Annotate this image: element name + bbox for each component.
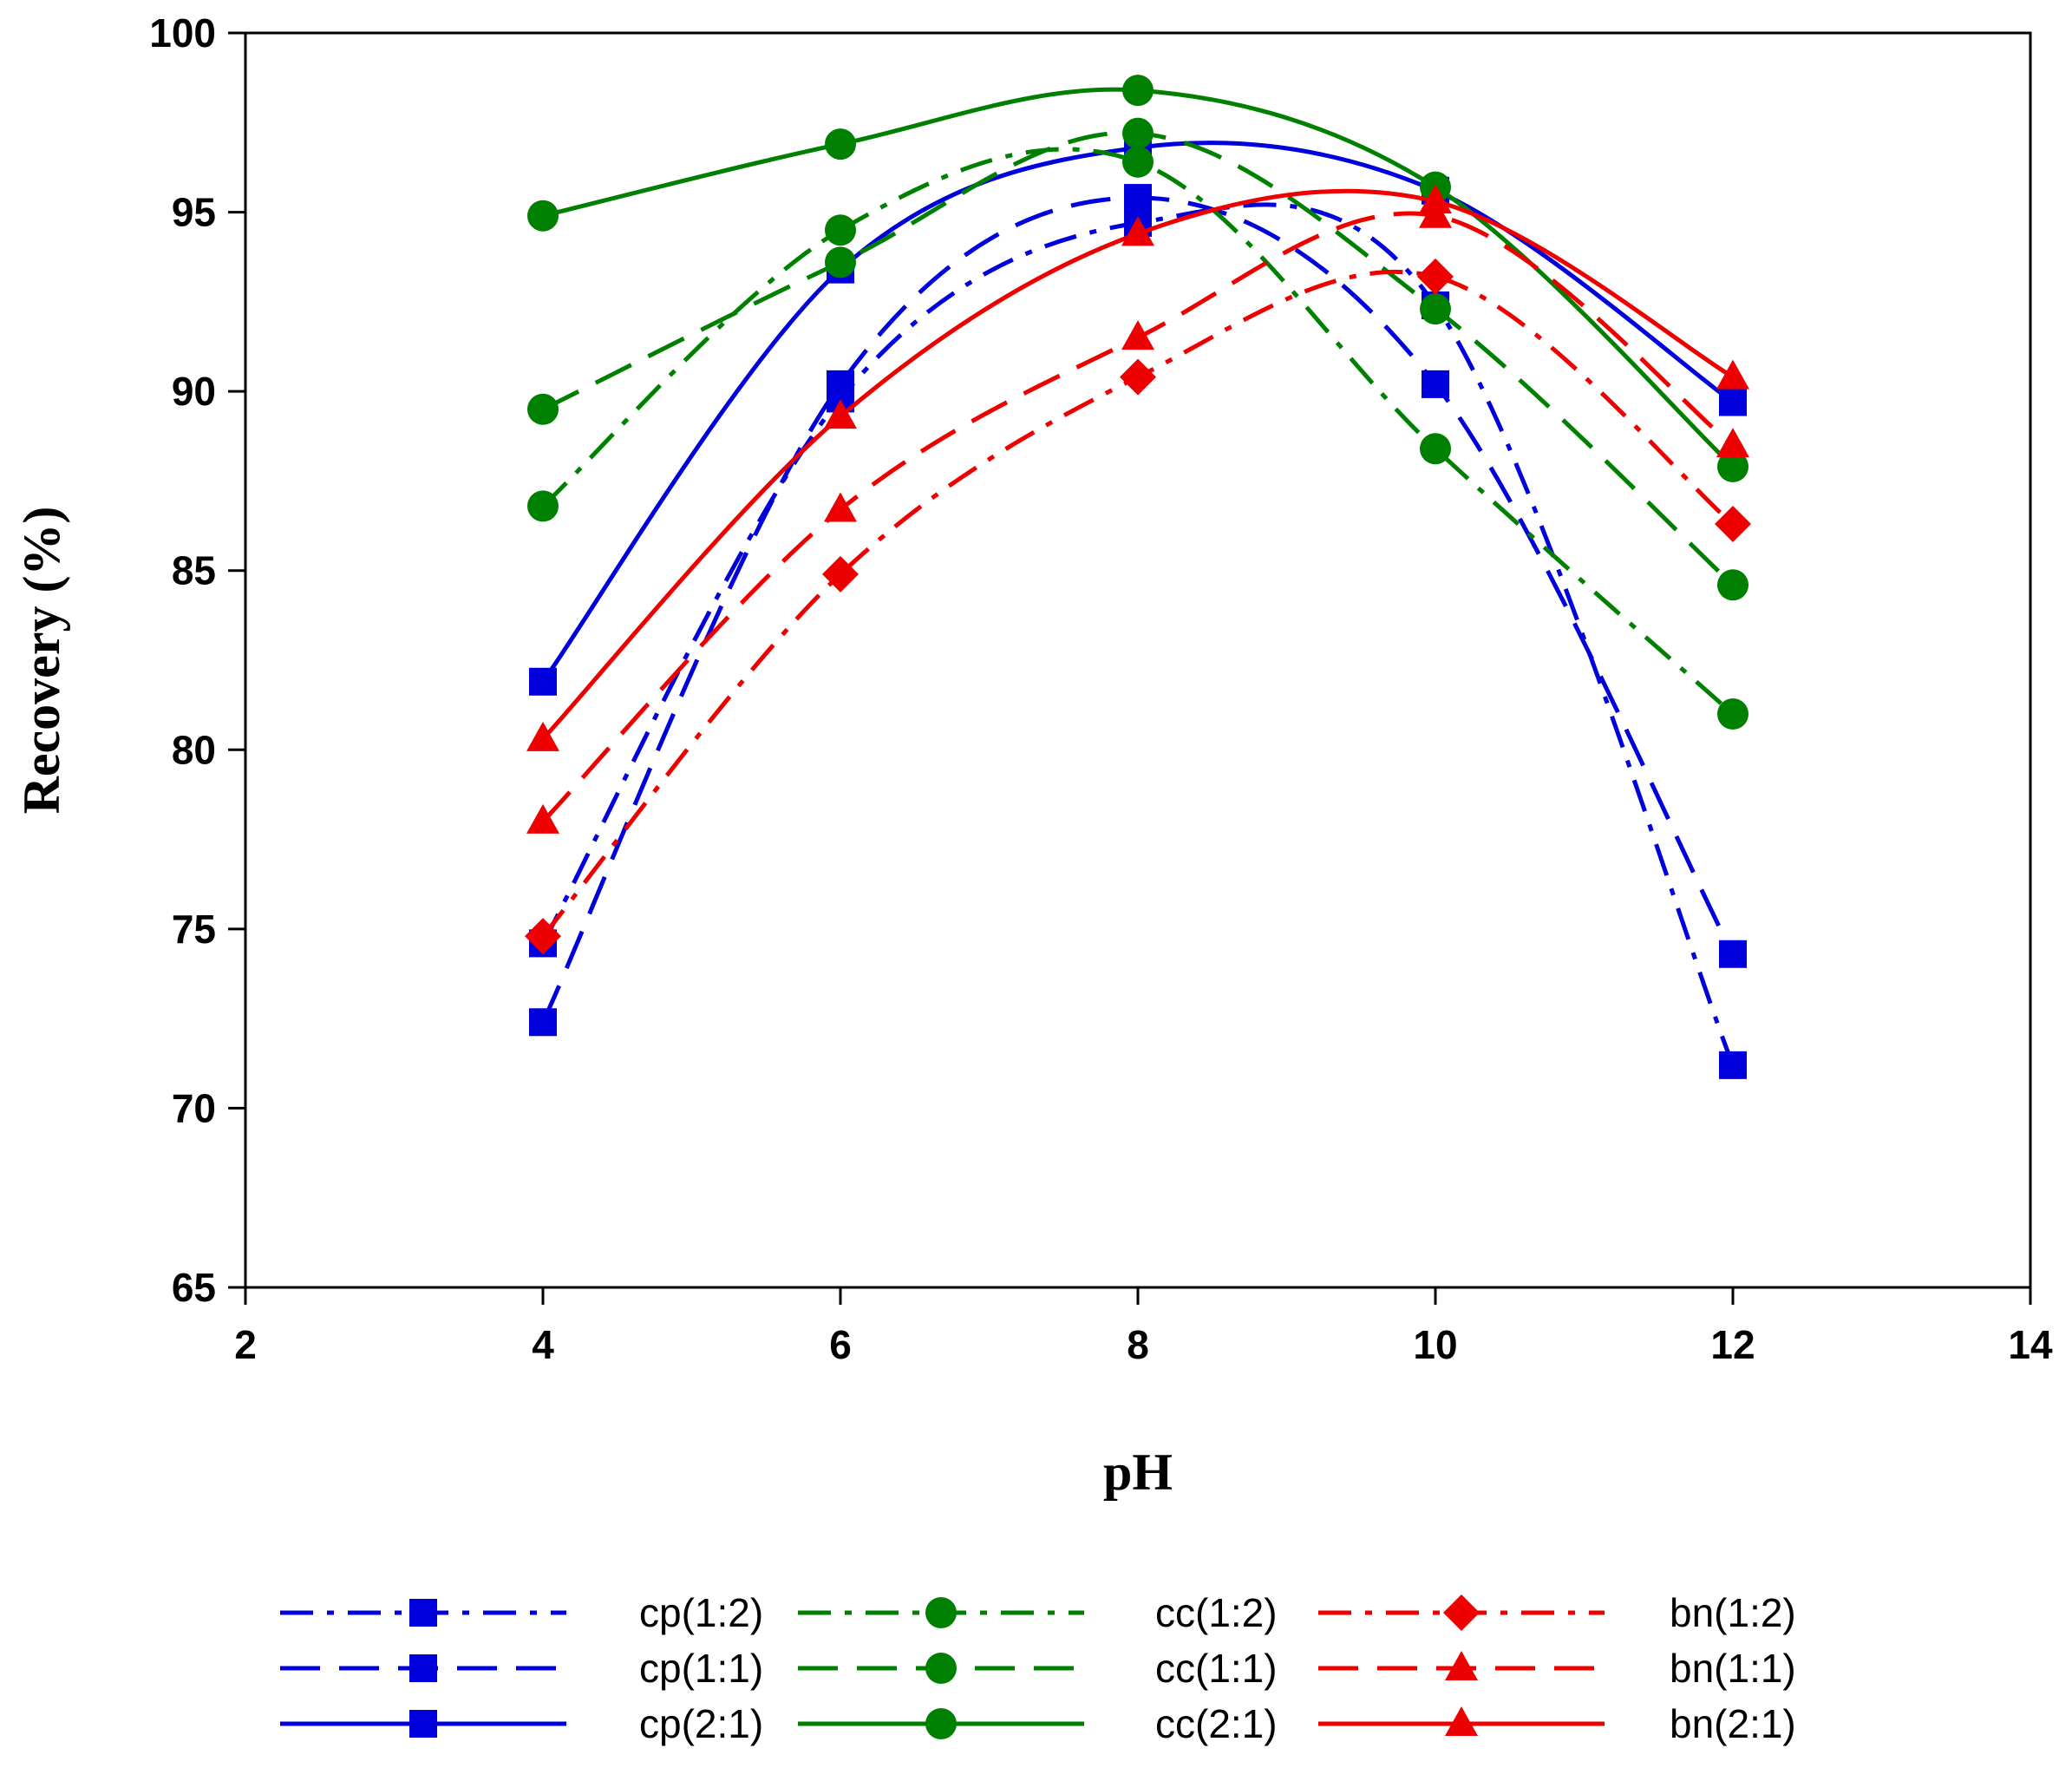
data-point xyxy=(1122,117,1154,149)
legend: cp(1:2) cp(1:1) cp(2:1) cc(1:2) cc(1:1) cc(2:… xyxy=(280,1590,1796,1746)
y-axis-title: Recovery (%) xyxy=(13,507,70,815)
x-tick-label: 6 xyxy=(829,1322,852,1367)
x-tick-label: 10 xyxy=(1413,1322,1457,1367)
data-point xyxy=(1719,940,1747,968)
legend-entry: bn(1:2) xyxy=(1318,1590,1796,1635)
legend-label: cp(2:1) xyxy=(639,1701,763,1746)
data-point xyxy=(527,393,559,425)
data-point xyxy=(1719,388,1747,416)
data-point xyxy=(527,200,559,232)
legend-label: cc(2:1) xyxy=(1155,1701,1278,1746)
data-point xyxy=(1717,569,1748,601)
legend-label: cc(1:1) xyxy=(1155,1646,1278,1691)
series-bn(2:1) xyxy=(526,184,1749,751)
series-cc(1:1) xyxy=(527,117,1748,601)
series-cc(1:2) xyxy=(527,146,1748,730)
y-tick-label: 95 xyxy=(172,190,216,235)
legend-marker xyxy=(925,1597,957,1628)
legend-label: bn(1:1) xyxy=(1670,1646,1796,1691)
legend-marker xyxy=(409,1654,437,1682)
data-point xyxy=(824,492,857,522)
legend-label: cp(1:2) xyxy=(639,1590,763,1635)
x-tick-label: 2 xyxy=(234,1322,257,1367)
y-tick-label: 100 xyxy=(149,10,216,56)
legend-entry: cc(1:1) xyxy=(798,1646,1278,1691)
legend-marker xyxy=(925,1708,957,1739)
data-point xyxy=(1122,75,1154,107)
y-tick-label: 70 xyxy=(172,1085,216,1130)
series-line xyxy=(540,202,1735,1066)
data-point xyxy=(1717,450,1748,482)
series-bn(1:1) xyxy=(526,198,1749,834)
axis-layer: 65 70 75 80 85 90 95 100 2 4 6 8 10 12 14 xyxy=(149,10,2053,1367)
y-tick-label: 90 xyxy=(172,369,216,414)
data-point xyxy=(1716,428,1749,458)
data-point xyxy=(529,1008,557,1037)
data-point xyxy=(824,399,857,429)
data-point xyxy=(827,370,854,398)
legend-marker xyxy=(925,1653,957,1684)
data-point xyxy=(1121,216,1154,246)
data-point xyxy=(1422,370,1449,398)
x-tick-label: 14 xyxy=(2008,1322,2053,1367)
data-point xyxy=(526,803,559,834)
series-bn(1:2) xyxy=(525,258,1751,955)
legend-entry: cp(2:1) xyxy=(280,1701,763,1746)
legend-entry: cp(1:1) xyxy=(280,1646,763,1691)
data-point xyxy=(1715,506,1751,543)
data-point xyxy=(825,128,856,160)
data-point xyxy=(1122,146,1154,178)
data-point xyxy=(1719,1051,1747,1079)
legend-label: bn(1:2) xyxy=(1670,1590,1796,1635)
data-point xyxy=(529,667,557,696)
legend-label: cp(1:1) xyxy=(639,1646,763,1691)
y-tick-label: 65 xyxy=(172,1265,216,1310)
legend-entry: cc(2:1) xyxy=(798,1701,1278,1746)
data-point xyxy=(825,214,856,246)
data-point xyxy=(526,721,559,751)
series-cp(1:1) xyxy=(529,184,1747,1037)
data-point xyxy=(822,555,859,593)
data-point xyxy=(825,246,856,278)
legend-marker xyxy=(1443,1594,1480,1631)
x-axis-title: pH xyxy=(1103,1444,1173,1501)
series-layer xyxy=(525,75,1751,1079)
legend-entry: bn(2:1) xyxy=(1318,1701,1796,1746)
legend-marker xyxy=(409,1710,437,1738)
data-point xyxy=(1419,184,1452,214)
data-point xyxy=(1120,358,1156,396)
legend-entry: cp(1:2) xyxy=(280,1590,763,1635)
data-point xyxy=(1717,697,1748,730)
legend-entry: cc(1:2) xyxy=(798,1590,1278,1635)
data-point xyxy=(1420,433,1451,465)
x-tick-label: 8 xyxy=(1127,1322,1149,1367)
legend-marker xyxy=(1445,1651,1478,1680)
series-line xyxy=(541,188,1735,741)
y-tick-label: 75 xyxy=(172,907,216,952)
data-point xyxy=(1716,359,1749,390)
legend-entry: bn(1:1) xyxy=(1318,1646,1796,1691)
data-point xyxy=(1420,293,1451,325)
data-point xyxy=(1417,258,1454,295)
series-line xyxy=(540,141,1735,684)
data-point xyxy=(1124,184,1152,213)
legend-marker xyxy=(409,1599,437,1627)
legend-marker xyxy=(1445,1706,1478,1736)
data-point xyxy=(525,918,561,955)
legend-label: cc(1:2) xyxy=(1155,1590,1278,1635)
y-tick-label: 80 xyxy=(172,727,216,772)
x-tick-label: 12 xyxy=(1710,1322,1755,1367)
data-point xyxy=(527,490,559,522)
x-tick-label: 4 xyxy=(532,1322,554,1367)
legend-label: bn(2:1) xyxy=(1670,1701,1796,1746)
data-point xyxy=(1121,320,1154,350)
y-tick-label: 85 xyxy=(172,548,216,593)
